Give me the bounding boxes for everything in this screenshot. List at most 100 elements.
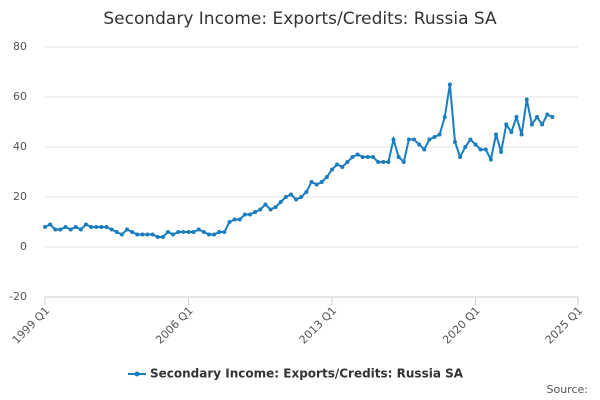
- point: [89, 225, 94, 229]
- point: [155, 235, 160, 239]
- point: [191, 230, 196, 234]
- point: [253, 210, 258, 214]
- source: Source:: [547, 383, 589, 396]
- point: [412, 137, 416, 142]
- y-tick-label: 0: [20, 240, 27, 253]
- point: [278, 200, 283, 204]
- point: [232, 217, 237, 222]
- x-tick-label: 2020 Q1: [440, 304, 483, 347]
- point: [401, 160, 406, 164]
- x-tick-label: 2006 Q1: [153, 304, 196, 347]
- point: [447, 82, 452, 87]
- point: [78, 227, 83, 232]
- point: [422, 147, 427, 152]
- point: [160, 235, 165, 239]
- point: [391, 137, 396, 142]
- y-tick-label: -20: [9, 290, 27, 303]
- point: [125, 227, 129, 232]
- point: [545, 112, 550, 117]
- point: [237, 217, 242, 222]
- point: [212, 232, 217, 237]
- point: [519, 132, 524, 137]
- point: [417, 142, 422, 147]
- point: [335, 162, 340, 167]
- point: [58, 227, 63, 232]
- point: [114, 230, 119, 234]
- point: [468, 137, 473, 142]
- chart-title: Secondary Income: Exports/Credits: Russi…: [103, 9, 497, 29]
- point: [309, 180, 314, 184]
- point: [427, 137, 432, 142]
- point: [350, 155, 355, 159]
- point: [289, 192, 293, 197]
- point: [330, 167, 334, 172]
- point: [437, 132, 442, 137]
- point: [99, 225, 104, 229]
- point: [109, 227, 114, 232]
- point: [268, 207, 273, 212]
- point: [376, 160, 381, 164]
- point: [140, 232, 145, 237]
- point: [248, 212, 252, 217]
- point: [217, 230, 222, 234]
- point: [242, 212, 247, 217]
- point: [483, 147, 488, 152]
- point: [135, 232, 140, 237]
- point: [176, 230, 181, 234]
- point: [473, 142, 478, 147]
- x-tick-label: 2025 Q1: [543, 304, 586, 347]
- point: [171, 232, 176, 237]
- point: [73, 225, 78, 229]
- point: [535, 115, 539, 119]
- point: [145, 232, 150, 237]
- point: [514, 115, 519, 119]
- y-tick-label: 60: [13, 90, 27, 103]
- legend-label: Secondary Income: Exports/Credits: Russi…: [150, 367, 464, 381]
- point: [478, 147, 483, 152]
- point: [304, 190, 309, 194]
- point: [43, 225, 47, 229]
- point: [150, 232, 155, 237]
- y-tick-label: 40: [13, 140, 27, 153]
- x-tick-label: 1999 Q1: [10, 304, 53, 347]
- point: [119, 232, 124, 237]
- point: [258, 207, 263, 212]
- point: [360, 155, 365, 159]
- point: [68, 227, 73, 232]
- point: [299, 195, 304, 199]
- x-tick-label: 2013 Q1: [297, 304, 340, 347]
- point: [63, 225, 68, 229]
- point: [130, 230, 135, 234]
- point: [319, 180, 324, 184]
- point: [104, 225, 109, 229]
- legend-marker: [134, 371, 140, 377]
- point: [227, 220, 232, 224]
- point: [529, 122, 534, 127]
- point: [381, 160, 386, 164]
- point: [294, 197, 299, 202]
- point: [463, 145, 468, 149]
- point: [345, 160, 350, 164]
- point: [84, 222, 88, 227]
- point: [396, 155, 401, 159]
- point: [365, 155, 370, 159]
- point: [540, 122, 545, 127]
- point: [458, 155, 463, 159]
- point: [324, 175, 329, 179]
- point: [432, 135, 437, 139]
- point: [340, 165, 345, 169]
- point: [207, 232, 211, 237]
- point: [314, 182, 319, 187]
- point: [186, 230, 191, 234]
- point: [524, 97, 529, 102]
- y-tick-label: 80: [13, 40, 27, 53]
- point: [509, 130, 514, 134]
- point: [263, 202, 268, 207]
- point: [371, 155, 375, 159]
- point: [53, 227, 58, 232]
- series-line: [44, 84, 553, 238]
- point: [499, 150, 504, 154]
- point: [406, 137, 411, 142]
- point: [550, 115, 555, 119]
